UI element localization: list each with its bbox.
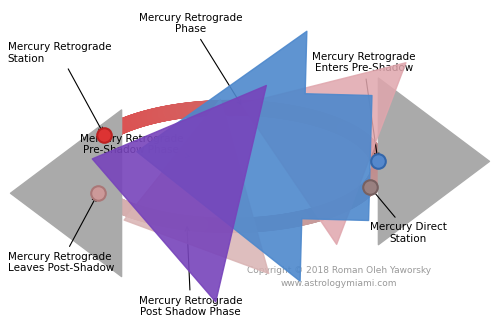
Point	[366, 184, 374, 189]
Point	[374, 159, 382, 164]
Text: Mercury Retrograde
Station: Mercury Retrograde Station	[8, 42, 111, 132]
Point	[100, 133, 108, 138]
Text: Mercury Retrograde
Leaves Post-Shadow: Mercury Retrograde Leaves Post-Shadow	[8, 197, 114, 273]
Text: Mercury Direct
Station: Mercury Direct Station	[370, 190, 446, 244]
Text: Mercury Retrograde
Pre-Shadow Phase: Mercury Retrograde Pre-Shadow Phase	[80, 134, 190, 158]
Text: Mercury Retrograde
Phase: Mercury Retrograde Phase	[139, 13, 242, 104]
Point	[94, 190, 102, 196]
Text: Mercury Retrograde
Enters Pre-Shadow: Mercury Retrograde Enters Pre-Shadow	[312, 52, 416, 158]
Text: Copyright © 2018 Roman Oleh Yaworsky
www.astrologymiami.com: Copyright © 2018 Roman Oleh Yaworsky www…	[247, 266, 431, 288]
Text: Mercury Retrograde
Post Shadow Phase: Mercury Retrograde Post Shadow Phase	[139, 227, 242, 317]
